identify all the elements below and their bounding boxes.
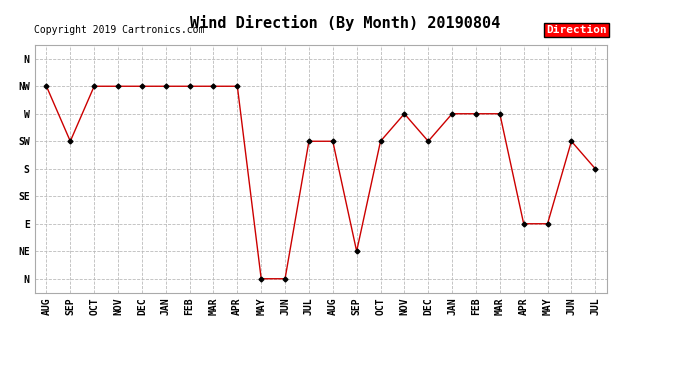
Text: Direction: Direction (546, 25, 607, 35)
Text: Copyright 2019 Cartronics.com: Copyright 2019 Cartronics.com (34, 25, 205, 35)
Text: Wind Direction (By Month) 20190804: Wind Direction (By Month) 20190804 (190, 15, 500, 31)
